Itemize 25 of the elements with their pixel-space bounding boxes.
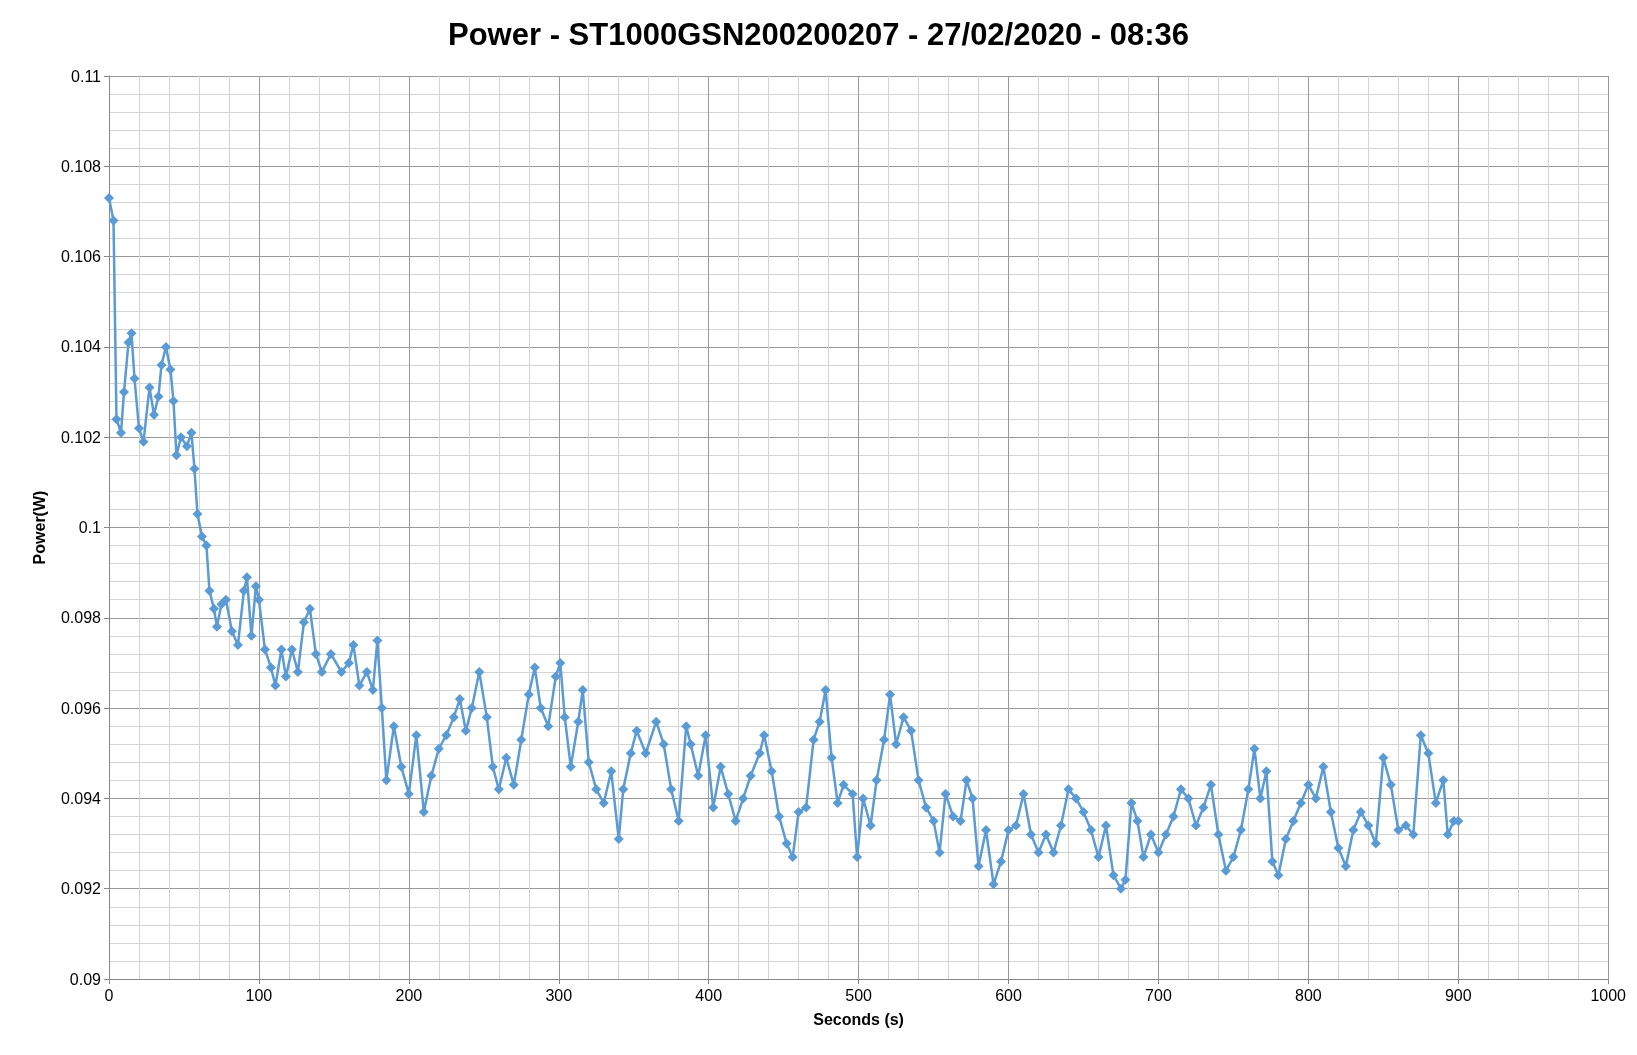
y-tick-label: 0.102 (60, 428, 102, 446)
x-tick-label: 600 (995, 986, 1022, 1004)
x-tick-label: 0 (104, 986, 114, 1004)
x-tick-label: 400 (695, 986, 723, 1004)
y-tick-label: 0.106 (60, 248, 102, 266)
x-tick-label: 100 (245, 986, 273, 1004)
x-tick-label: 500 (845, 986, 873, 1004)
y-tick-label: 0.092 (60, 880, 102, 898)
x-axis-title: Seconds (s) (813, 1010, 904, 1028)
y-tick-label: 0.09 (69, 970, 102, 988)
y-tick-label: 0.104 (60, 338, 102, 356)
chart-title: Power - ST1000GSN200200207 - 27/02/2020 - 08:36 (447, 17, 1190, 52)
y-tick-label: 0.11 (71, 67, 102, 85)
x-tick-label: 800 (1295, 986, 1322, 1004)
y-tick-label: 0.1 (78, 519, 102, 536)
x-tick-label: 900 (1444, 986, 1472, 1004)
x-tick-label: 700 (1145, 986, 1172, 1004)
y-tick-label: 0.098 (60, 609, 102, 627)
y-axis-title: Power(W) (30, 490, 48, 565)
y-tick-label: 0.108 (60, 157, 102, 175)
x-tick-label: 300 (545, 986, 573, 1004)
x-tick-label: 1000 (1590, 986, 1627, 1004)
x-tick-label: 200 (395, 986, 423, 1004)
y-tick-label: 0.096 (60, 699, 102, 717)
y-tick-label: 0.094 (60, 789, 102, 807)
